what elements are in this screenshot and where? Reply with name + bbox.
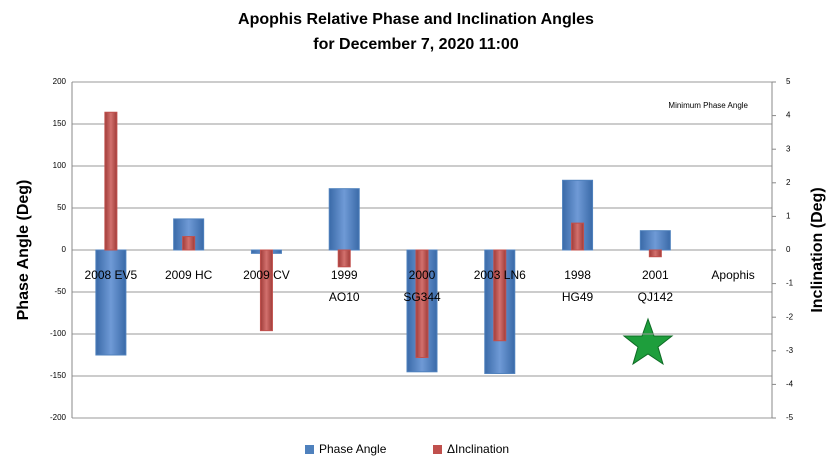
y-tick-label: 50	[57, 203, 66, 212]
x-tick-label: 2003 LN6	[474, 268, 526, 282]
y-tick-label: -150	[50, 371, 67, 380]
y-tick-label: -100	[50, 329, 67, 338]
y2-tick-label: 4	[786, 111, 791, 120]
legend-swatch	[305, 445, 314, 454]
y2-tick-label: -4	[786, 380, 794, 389]
x-tick-label: 2001 QJ142	[638, 268, 674, 304]
bar	[648, 249, 662, 258]
x-tick-label: 2009 CV	[243, 268, 290, 282]
legend-swatch	[433, 445, 442, 454]
x-tick-label: 2000 SG344	[403, 268, 441, 304]
bar	[182, 236, 196, 251]
y2-tick-label: -2	[786, 312, 794, 321]
y2-tick-label: -1	[786, 279, 794, 288]
bar	[328, 188, 360, 251]
bar	[337, 249, 351, 268]
y2-tick-label: 5	[786, 77, 791, 86]
y2-tick-label: 2	[786, 178, 791, 187]
bar	[415, 249, 429, 359]
y2-tick-label: -5	[786, 413, 794, 422]
x-tick-label: 1999 AO10	[329, 268, 360, 304]
bar	[259, 249, 273, 332]
y-tick-label: 150	[53, 119, 67, 128]
bar	[639, 230, 671, 251]
x-tick-label: Apophis	[711, 268, 754, 282]
bar	[493, 249, 507, 342]
bar	[104, 111, 118, 251]
y-tick-label: 100	[53, 161, 67, 170]
x-tick-label: 2008 EV5	[85, 268, 138, 282]
bar	[95, 249, 127, 356]
x-tick-label: 2009 HC	[165, 268, 213, 282]
y2-axis-label: Inclination (Deg)	[809, 187, 826, 312]
y-tick-label: -50	[54, 287, 66, 296]
annotation: Minimum Phase Angle	[668, 101, 748, 110]
legend-label: Phase Angle	[319, 442, 387, 456]
y-axis-label: Phase Angle (Deg)	[15, 180, 32, 321]
y-tick-label: 200	[53, 77, 67, 86]
y2-tick-label: 0	[786, 245, 791, 254]
x-tick-label: 1998 HG49	[562, 268, 594, 304]
bar	[571, 222, 585, 251]
star-marker	[622, 317, 674, 366]
y-tick-label: 0	[62, 245, 67, 254]
chart-subtitle: for December 7, 2020 11:00	[313, 36, 519, 53]
y2-tick-label: 1	[786, 212, 791, 221]
y-tick-label: -200	[50, 413, 67, 422]
chart-title: Apophis Relative Phase and Inclination A…	[238, 11, 594, 28]
y2-tick-label: 3	[786, 144, 791, 153]
legend-label: ΔInclination	[447, 442, 509, 456]
y2-tick-label: -3	[786, 346, 794, 355]
